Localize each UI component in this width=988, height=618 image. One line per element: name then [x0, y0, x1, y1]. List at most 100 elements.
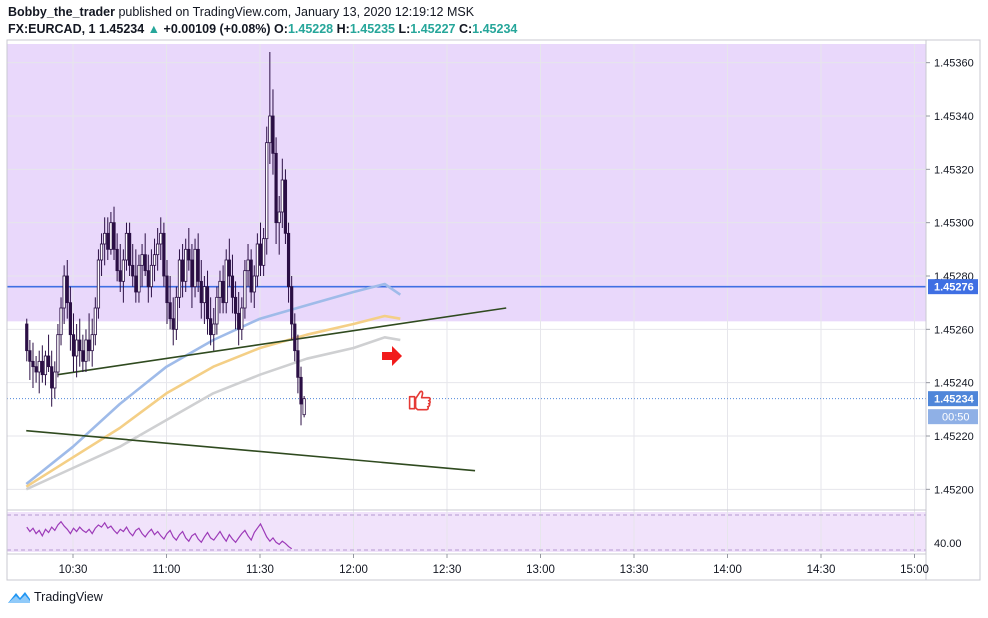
candle-body: [296, 350, 300, 378]
candle: [31, 342, 35, 388]
candle-body: [140, 254, 144, 266]
time-tick-label: 12:00: [339, 564, 368, 576]
candle: [118, 244, 122, 292]
time-tick-label: 14:00: [713, 564, 742, 576]
candle-body: [221, 280, 225, 304]
chart-frame: [6, 39, 981, 581]
candle: [134, 249, 138, 303]
candle: [127, 222, 132, 276]
candle: [106, 217, 110, 260]
candle-body: [143, 254, 147, 272]
time-tick-label: 14:30: [807, 564, 836, 576]
candle: [246, 244, 250, 287]
red-arrow-icon: [382, 346, 403, 366]
candle: [81, 334, 85, 372]
rsi-line: [26, 520, 293, 550]
candle: [224, 249, 228, 314]
candle: [209, 297, 213, 346]
candle: [240, 297, 244, 340]
candle-body: [290, 286, 294, 325]
candle-body: [230, 275, 235, 298]
candle-body: [159, 232, 163, 245]
candle: [93, 297, 97, 346]
candle-body: [196, 248, 200, 282]
candle-body: [71, 334, 76, 357]
candle: [115, 233, 119, 282]
candle: [215, 286, 219, 335]
price-tick-label: 1.45240: [934, 378, 974, 390]
author-name[interactable]: Bobby_the_trader: [8, 5, 115, 19]
candle-body: [293, 323, 297, 352]
candle-body: [302, 398, 306, 416]
candle-body: [156, 243, 160, 256]
candle: [56, 324, 60, 378]
candle: [75, 324, 79, 378]
candle: [205, 270, 210, 335]
candle: [84, 329, 88, 372]
candle: [37, 350, 41, 394]
candle-body: [174, 296, 178, 330]
candle: [103, 217, 107, 266]
price-tick-label: 1.45260: [934, 324, 974, 336]
candle-body: [224, 259, 228, 304]
candle-body: [84, 339, 88, 362]
candle: [46, 334, 51, 372]
candle-body: [243, 270, 247, 309]
low-label: L:: [398, 22, 411, 36]
candle: [199, 260, 203, 319]
candle: [221, 265, 225, 314]
candle-body: [199, 280, 203, 304]
candle-body: [149, 264, 154, 288]
candle: [277, 196, 281, 255]
candle-body: [115, 248, 119, 272]
resistance-zone: [7, 44, 926, 322]
candle-body: [262, 238, 266, 266]
candle-body: [233, 296, 238, 314]
candle-body: [218, 280, 222, 298]
candle: [25, 318, 29, 362]
thumbs-up-shape: [408, 390, 431, 411]
candle: [262, 228, 266, 276]
candle: [230, 254, 235, 314]
candle-body: [202, 286, 206, 304]
candle-body: [96, 259, 101, 309]
publish-line: Bobby_the_trader published on TradingVie…: [8, 4, 517, 21]
time-tick-label: 11:30: [246, 564, 274, 576]
candle: [280, 158, 284, 228]
candle: [90, 318, 94, 367]
candle: [190, 244, 194, 308]
candle-body: [171, 318, 175, 330]
candle: [156, 228, 160, 271]
candle-body: [165, 275, 169, 304]
candle: [243, 260, 247, 319]
candle-body: [99, 243, 104, 261]
close-value: 1.45234: [472, 22, 518, 36]
candle-body: [146, 270, 150, 288]
candle-body: [62, 275, 66, 309]
countdown-label: 00:50: [942, 412, 970, 424]
candle-body: [215, 296, 219, 325]
candle-body: [78, 339, 82, 352]
candle: [187, 228, 191, 271]
time-tick-label: 11:00: [153, 564, 181, 576]
candle-body: [121, 259, 125, 282]
candle: [237, 292, 241, 346]
footer-branding[interactable]: TradingView: [8, 590, 103, 604]
candle: [174, 286, 178, 340]
candle-body: [75, 339, 79, 357]
candle-body: [268, 115, 272, 144]
candle: [196, 233, 200, 292]
candle-body: [124, 232, 129, 261]
candle: [146, 254, 150, 303]
candle: [293, 313, 297, 362]
candle-body: [184, 248, 188, 282]
candle-body: [180, 259, 185, 282]
change-value: +0.00109 (+0.08%): [163, 22, 271, 36]
candle: [71, 313, 76, 372]
candle-body: [25, 323, 29, 352]
candle-body: [131, 264, 135, 277]
candle-body: [50, 366, 54, 389]
candle: [299, 366, 303, 426]
candle: [121, 249, 125, 303]
